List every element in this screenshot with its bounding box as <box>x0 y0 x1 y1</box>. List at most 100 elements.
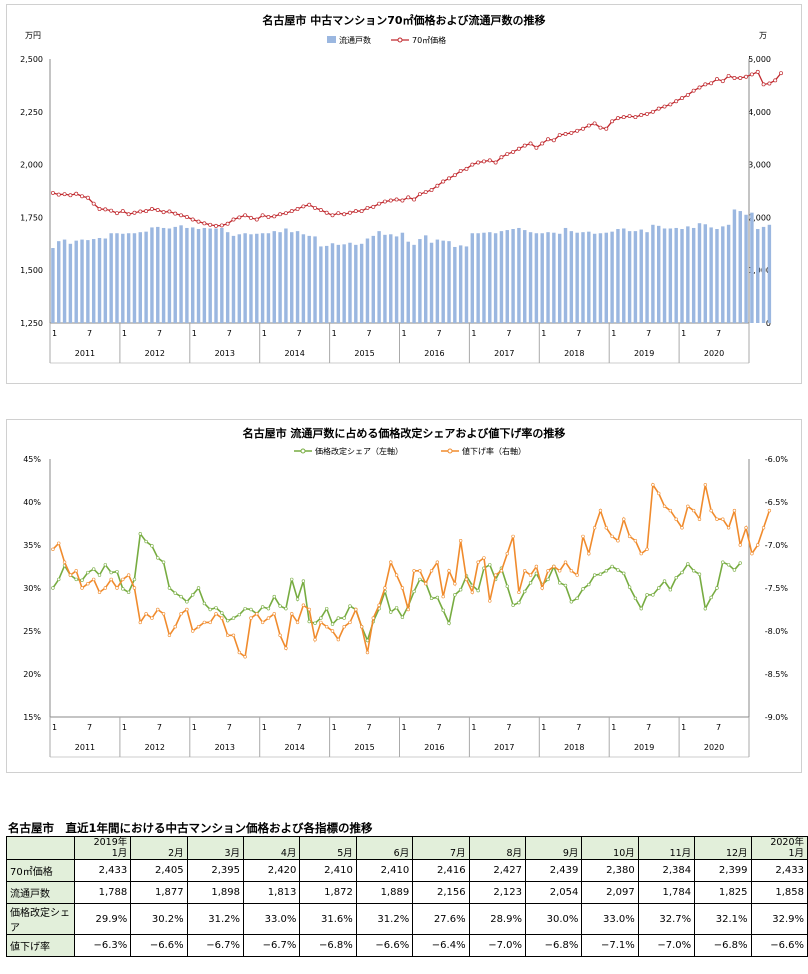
month-tick-label: 7 <box>646 723 651 732</box>
price-point <box>313 205 317 210</box>
discount-point <box>126 573 131 577</box>
stock-bar <box>738 211 742 323</box>
share-point <box>266 606 271 611</box>
price-point <box>214 223 218 228</box>
price-point <box>155 208 160 212</box>
table-cell: 27.6% <box>412 903 470 935</box>
share-point <box>348 604 352 608</box>
share-point <box>691 569 696 573</box>
share-point <box>185 600 189 604</box>
share-point <box>517 600 521 605</box>
month-tick-label: 7 <box>87 329 92 338</box>
column-header-month: 5月 <box>337 848 353 859</box>
month-tick-label: 7 <box>436 329 441 338</box>
price-point <box>592 121 597 126</box>
table-cell: 32.9% <box>750 903 808 935</box>
stock-bar <box>115 233 119 323</box>
column-header-year <box>191 837 240 848</box>
month-tick-label: 1 <box>471 329 476 338</box>
price-point <box>237 215 242 220</box>
discount-point <box>511 534 515 539</box>
discount-point <box>389 560 393 564</box>
price-point <box>470 162 475 167</box>
discount-point <box>418 569 422 573</box>
price-point <box>610 119 615 124</box>
share-point <box>546 577 550 582</box>
stock-bar <box>691 227 696 323</box>
legend-label-stock: 流通戸数 <box>339 35 371 45</box>
left-tick-label: 1,250 <box>20 319 43 328</box>
right-tick-label: -9.0% <box>765 713 789 722</box>
discount-point <box>668 508 673 513</box>
left-tick-label: 45% <box>23 455 41 464</box>
year-tick-label: 2018 <box>564 349 584 358</box>
price-point <box>295 207 300 211</box>
share-point <box>260 605 265 609</box>
stock-bar <box>592 233 597 323</box>
price-point <box>575 128 580 133</box>
right-tick-label: 3,000 <box>748 161 771 170</box>
month-tick-label: 1 <box>541 329 546 338</box>
right-tick-label: 5,000 <box>748 55 771 64</box>
column-header-year <box>134 837 183 848</box>
discount-point <box>750 551 754 556</box>
share-point <box>429 596 434 601</box>
table-cell: 31.2% <box>355 903 414 935</box>
discount-point <box>627 534 632 539</box>
table-column-header: 3月 <box>186 836 245 860</box>
stock-bar <box>412 244 416 323</box>
share-point <box>173 591 177 595</box>
stock-bar <box>470 233 475 323</box>
stock-bar <box>610 231 614 323</box>
discount-point <box>377 603 381 607</box>
left-tick-label: 2,500 <box>20 55 43 64</box>
share-point <box>132 577 137 582</box>
discount-point <box>301 603 306 607</box>
table-cell: 32.7% <box>637 903 696 935</box>
price-point <box>429 187 434 192</box>
share-point <box>284 606 288 611</box>
price-point <box>132 210 137 215</box>
price-point <box>283 211 288 216</box>
stock-bar <box>208 228 212 323</box>
month-tick-label: 1 <box>122 723 127 732</box>
stock-bar <box>651 224 655 323</box>
table-cell: −6.6% <box>130 934 188 957</box>
price-point <box>732 76 737 80</box>
discount-point <box>534 564 539 569</box>
share-point <box>208 607 212 612</box>
left-tick-label: 20% <box>23 670 41 679</box>
year-tick-label: 2012 <box>145 743 165 752</box>
stock-bar <box>732 209 737 323</box>
stock-bar <box>528 232 533 323</box>
stock-bar <box>91 239 96 323</box>
price-point <box>50 190 55 195</box>
discount-point <box>319 620 323 625</box>
price-point <box>709 81 714 86</box>
share-point <box>441 608 445 613</box>
discount-point <box>598 508 603 513</box>
price-point <box>243 213 248 218</box>
price-point <box>149 207 154 211</box>
price-point <box>447 176 451 181</box>
table-cell: 31.2% <box>186 903 245 935</box>
stock-bar <box>750 212 754 323</box>
stock-bar <box>657 225 661 323</box>
share-point <box>126 590 131 595</box>
table-cell: −7.1% <box>581 934 639 957</box>
discount-point <box>260 620 265 625</box>
price-point <box>715 77 719 82</box>
stock-bar <box>377 231 381 323</box>
share-point <box>97 573 102 577</box>
month-tick-label: 1 <box>471 723 476 732</box>
month-tick-label: 1 <box>262 723 267 732</box>
column-header-year <box>529 837 578 848</box>
table-cell: −6.3% <box>73 934 132 957</box>
discount-point <box>284 646 288 650</box>
share-point <box>295 597 300 601</box>
table-cell: 2,433 <box>750 859 808 882</box>
price-point <box>179 213 184 218</box>
share-point <box>435 595 440 600</box>
stock-bar <box>557 233 562 323</box>
year-tick-label: 2012 <box>145 349 165 358</box>
